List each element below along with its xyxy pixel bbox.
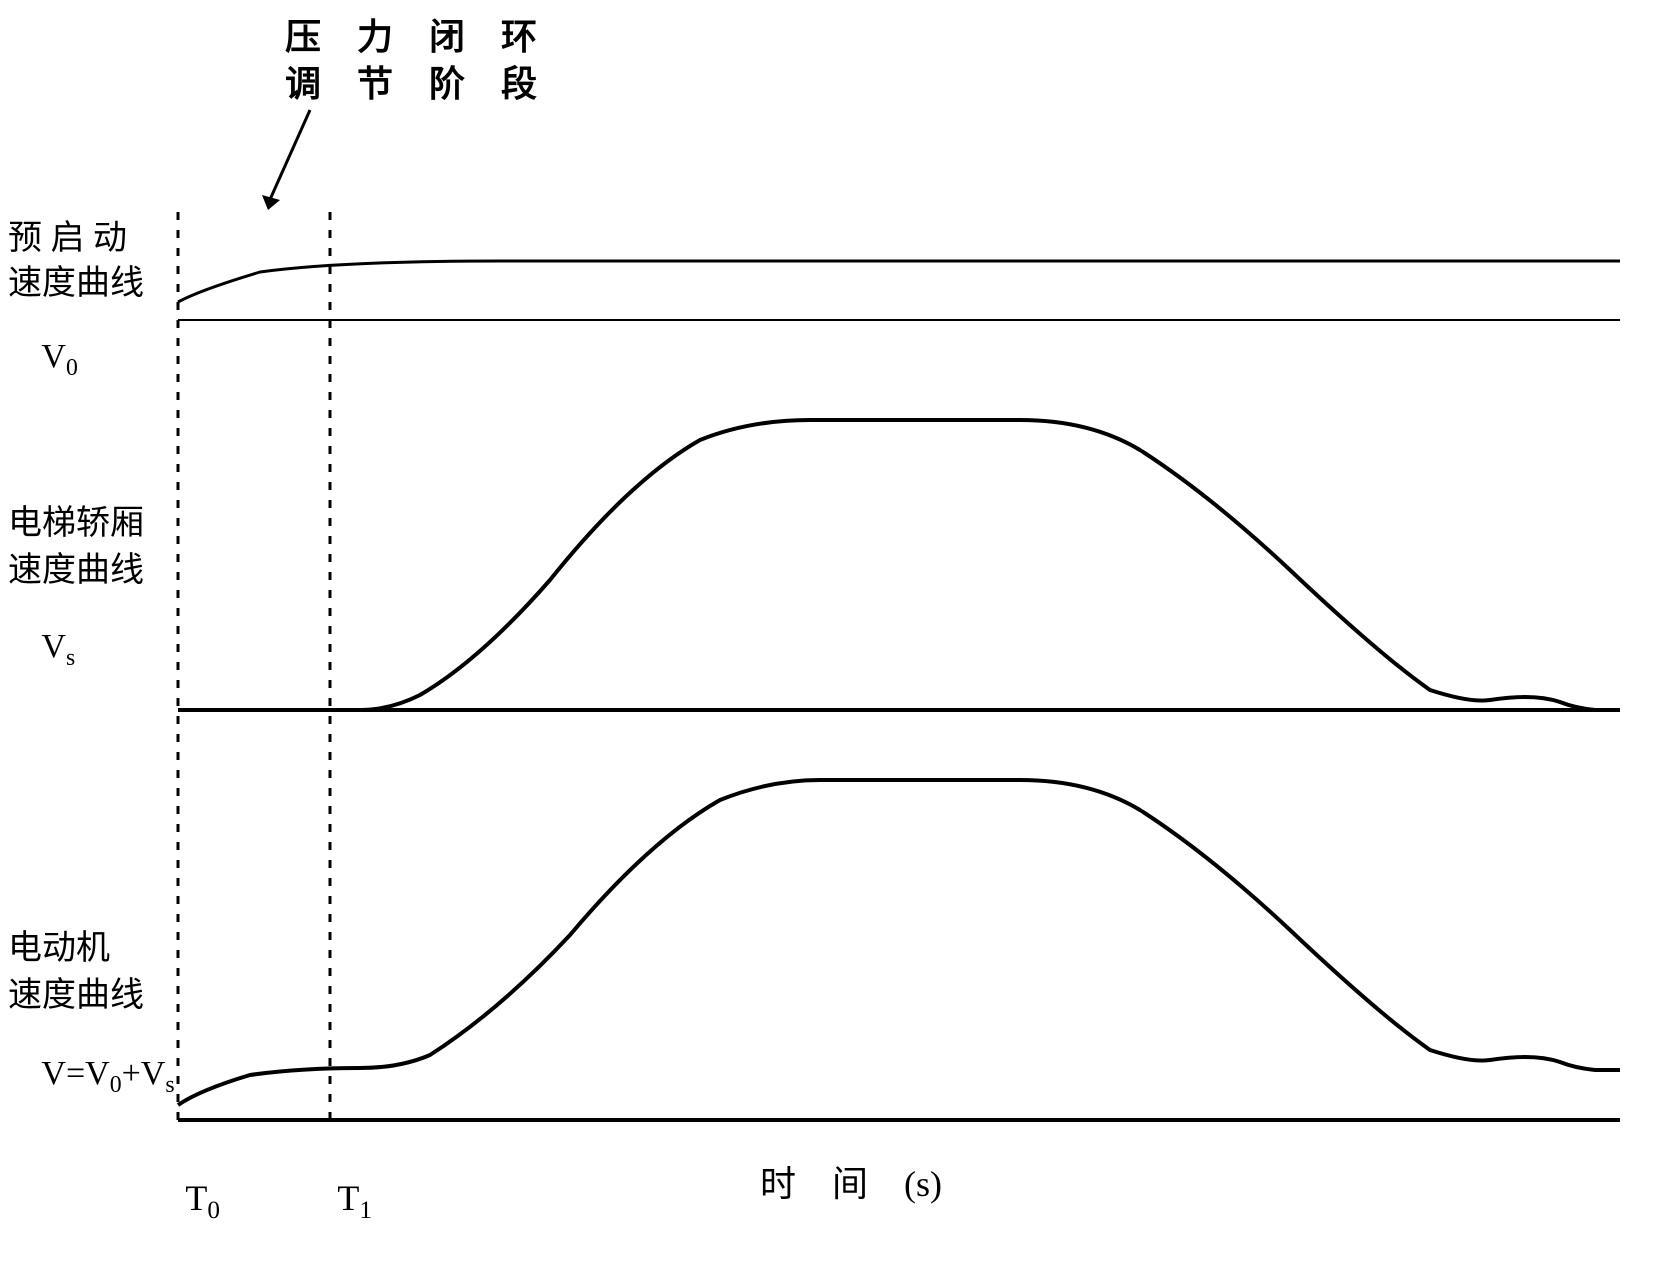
panel2-curve [178,420,1620,710]
panel1-curve [178,261,1620,302]
curves-svg [0,0,1672,1211]
speed-curves-diagram: 压 力 闭 环 调 节 阶 段 预 启 动 速度曲线 V0 电梯轿厢 速度曲线 … [0,0,1672,1211]
header-arrow [262,110,310,210]
panel3-curve [178,780,1620,1105]
